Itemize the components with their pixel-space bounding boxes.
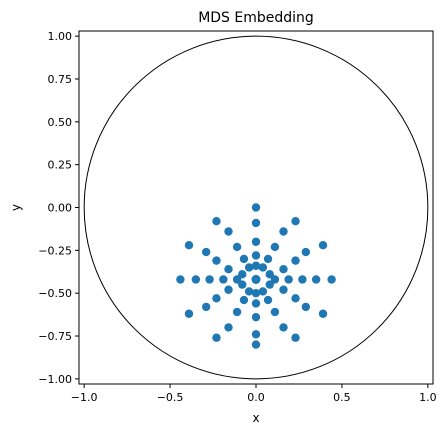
data-point (291, 294, 300, 303)
data-point (270, 307, 280, 317)
data-point (251, 218, 261, 228)
data-point (251, 288, 261, 298)
y-tick-label: −0.25 (38, 244, 72, 257)
data-point (251, 237, 261, 246)
x-axis-label: x (252, 411, 259, 425)
data-point (184, 309, 194, 318)
data-point (265, 270, 274, 279)
data-point (279, 285, 288, 294)
data-point (251, 330, 261, 339)
data-point (291, 217, 300, 226)
data-point (232, 307, 242, 317)
y-tick-label: 0.50 (48, 116, 73, 129)
plot-area (83, 35, 429, 380)
data-point (224, 323, 233, 332)
data-point (318, 309, 328, 318)
data-point (251, 203, 261, 212)
x-tick-label: 0.0 (247, 391, 265, 404)
data-point (263, 254, 273, 264)
data-point (238, 270, 247, 279)
data-point (327, 275, 336, 284)
data-point (244, 287, 254, 296)
data-point (251, 312, 261, 322)
data-point (212, 256, 221, 265)
data-point (318, 240, 328, 250)
data-point (205, 275, 214, 284)
data-point (279, 227, 288, 236)
y-tick-label: −0.50 (38, 287, 72, 300)
y-tick-label: 0.75 (48, 73, 73, 86)
y-tick-label: 0.00 (48, 202, 73, 215)
data-point (251, 261, 261, 270)
data-point (251, 299, 261, 308)
data-point (212, 294, 221, 303)
data-point (239, 295, 249, 305)
data-point (258, 287, 268, 296)
data-point (224, 227, 233, 236)
data-point (219, 275, 228, 284)
data-point (251, 251, 261, 260)
x-tick-label: −1.0 (71, 391, 98, 404)
data-point (224, 264, 233, 274)
data-point (251, 275, 261, 284)
x-tick-label: 1.0 (419, 391, 437, 404)
data-point (284, 275, 293, 284)
chart-title: MDS Embedding (198, 10, 314, 26)
y-tick-label: 1.00 (48, 30, 73, 43)
data-point (279, 323, 288, 332)
data-point (279, 264, 288, 274)
data-point (311, 275, 321, 284)
data-point (301, 247, 311, 257)
data-point (258, 263, 268, 272)
data-point (301, 302, 311, 312)
data-point (270, 242, 280, 252)
data-point (291, 333, 300, 342)
data-point (298, 275, 307, 284)
y-tick-label: 0.25 (48, 159, 73, 172)
x-axis: −1.0 −0.5 0.0 0.5 1.0 (71, 384, 437, 404)
data-point (238, 280, 247, 289)
data-point (201, 302, 211, 312)
data-point (232, 275, 242, 284)
data-point (212, 217, 221, 226)
x-tick-label: 0.5 (333, 391, 351, 404)
data-point (265, 280, 274, 289)
data-point (176, 275, 185, 284)
data-point (263, 295, 273, 305)
data-point (239, 254, 249, 264)
data-point (184, 240, 194, 250)
data-point (232, 242, 242, 252)
data-point (201, 247, 211, 257)
y-axis-label: y (9, 204, 23, 211)
y-tick-label: −0.75 (38, 330, 72, 343)
boundary-circle (83, 35, 429, 380)
x-tick-label: −0.5 (157, 391, 184, 404)
data-point (224, 285, 233, 294)
data-point (291, 256, 300, 265)
data-point (251, 340, 261, 349)
data-point (244, 263, 254, 272)
data-point (270, 275, 280, 284)
y-axis: −1.00 −0.75 −0.50 −0.25 0.00 0.25 0.50 0.75 1.00 (38, 30, 79, 386)
y-tick-label: −1.00 (38, 373, 72, 386)
data-point (212, 333, 221, 342)
data-point (191, 275, 201, 284)
